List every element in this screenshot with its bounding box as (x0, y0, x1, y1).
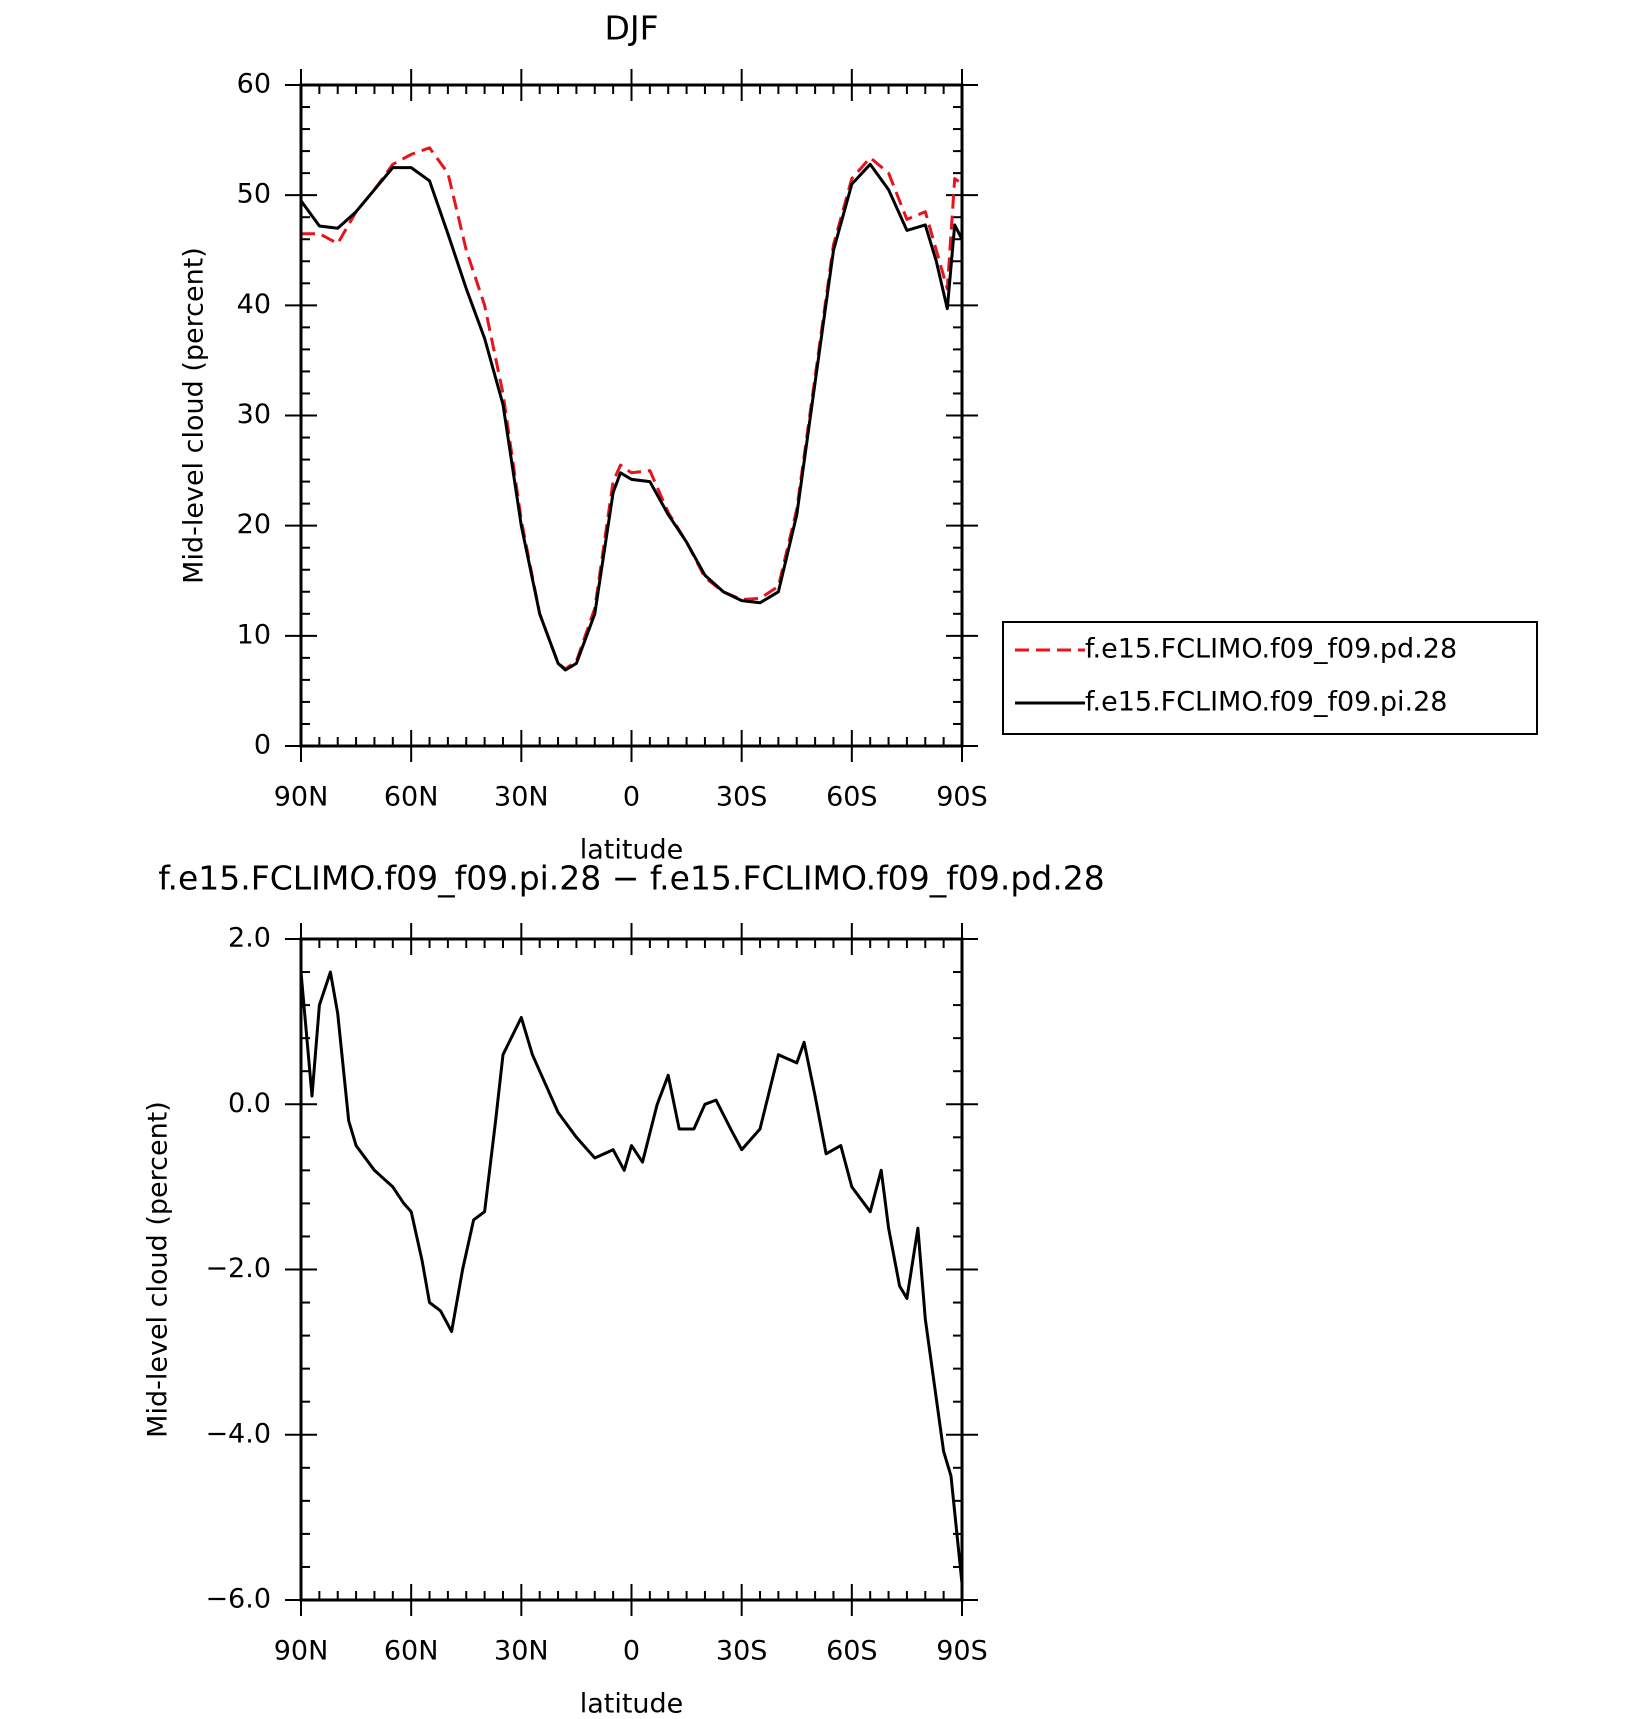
y-tick-label: 30 (237, 399, 271, 430)
plot-frame (299, 83, 964, 748)
x-tick-label: 30N (494, 782, 549, 813)
x-tick-label: 90S (936, 1636, 988, 1667)
x-tick-label: 60N (384, 1636, 439, 1667)
data-line (301, 146, 963, 671)
y-tick-label: 40 (237, 289, 271, 320)
y-tick-label: −4.0 (205, 1418, 271, 1449)
y-tick-label: 0.0 (228, 1088, 271, 1119)
data-line (299, 970, 964, 1584)
x-tick-label: 90S (936, 782, 988, 813)
legend-label: f.e15.FCLIMO.f09_f09.pd.28 (1085, 634, 1457, 665)
y-tick-label: 2.0 (228, 923, 271, 954)
x-axis-label: latitude (580, 1689, 684, 1719)
x-tick-label: 30S (716, 782, 768, 813)
y-tick-label: 20 (237, 509, 271, 540)
y-tick-label: −6.0 (205, 1584, 271, 1615)
y-tick-label: 10 (237, 619, 271, 650)
legend-box (1002, 621, 1538, 735)
x-tick-label: 30S (716, 1636, 768, 1667)
x-axis-label: latitude (580, 835, 684, 866)
y-tick-label: −2.0 (205, 1253, 271, 1284)
x-tick-label: 90N (274, 782, 329, 813)
plot-frame (299, 937, 964, 1602)
y-tick-label: 0 (254, 730, 271, 761)
chart-title: f.e15.FCLIMO.f09_f09.pi.28 − f.e15.FCLIM… (158, 859, 1104, 898)
y-axis-label: Mid-level cloud (percent) (179, 247, 210, 584)
x-tick-label: 0 (623, 1636, 640, 1667)
x-tick-label: 0 (623, 782, 640, 813)
y-axis-label: Mid-level cloud (percent) (143, 1101, 174, 1438)
chart-title: DJF (604, 9, 658, 48)
legend-label: f.e15.FCLIMO.f09_f09.pi.28 (1085, 687, 1447, 718)
x-tick-label: 60S (826, 1636, 878, 1667)
x-tick-label: 60N (384, 782, 439, 813)
y-tick-label: 60 (237, 69, 271, 100)
y-tick-label: 50 (237, 179, 271, 210)
x-tick-label: 90N (274, 1636, 329, 1667)
x-tick-label: 60S (826, 782, 878, 813)
data-line (299, 162, 964, 672)
x-tick-label: 30N (494, 1636, 549, 1667)
